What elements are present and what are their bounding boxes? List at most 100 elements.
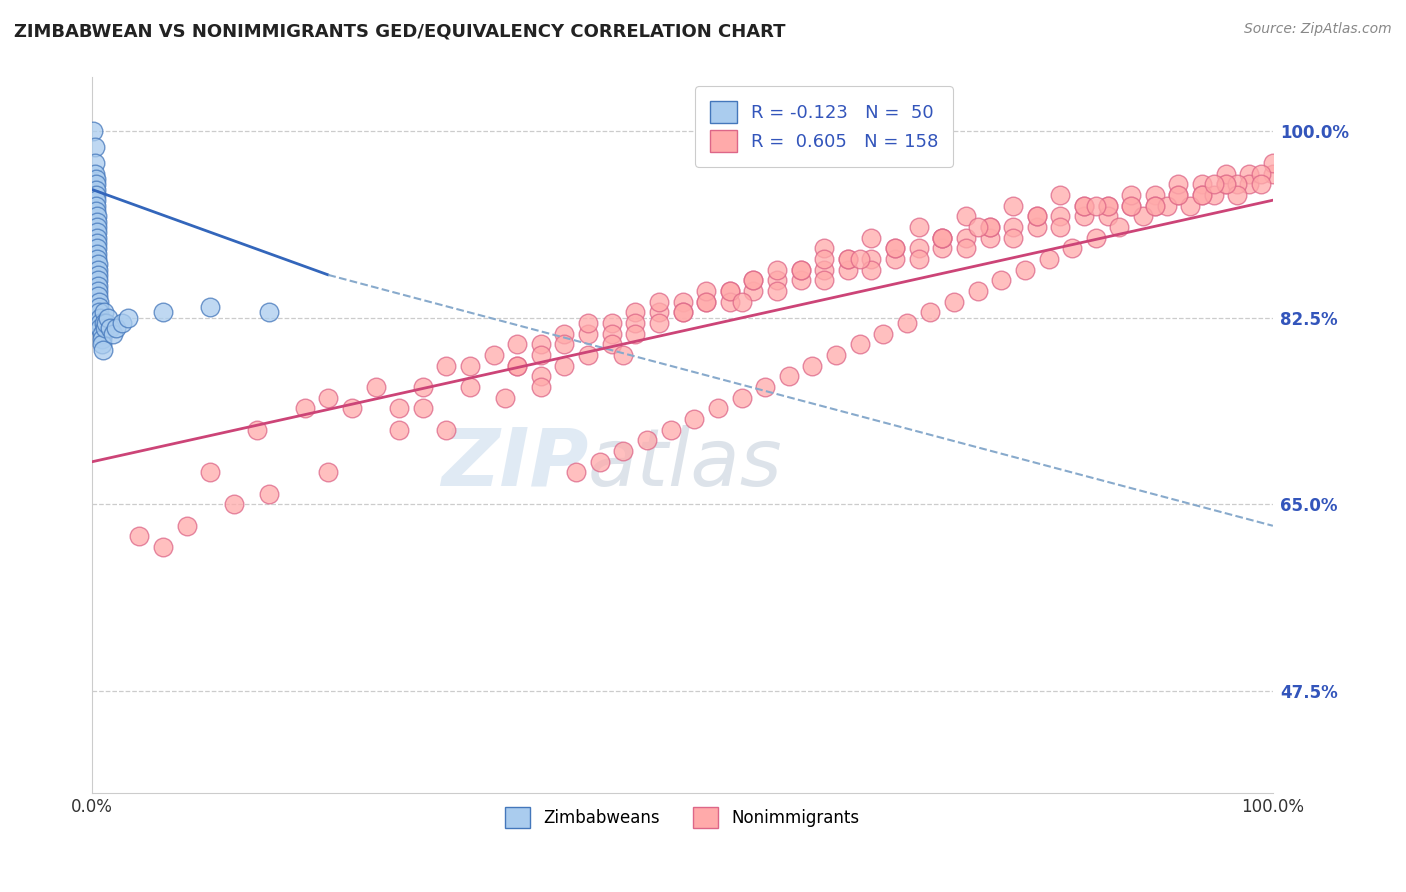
- Point: [789, 273, 811, 287]
- Point: [1239, 167, 1261, 181]
- Point: [730, 391, 752, 405]
- Point: [388, 423, 411, 437]
- Point: [955, 230, 977, 244]
- Point: [84, 187, 107, 202]
- Point: [494, 391, 516, 405]
- Point: [458, 359, 481, 373]
- Point: [364, 380, 387, 394]
- Point: [896, 316, 918, 330]
- Point: [1108, 219, 1130, 234]
- Point: [624, 305, 647, 319]
- Point: [1215, 167, 1237, 181]
- Point: [979, 219, 1001, 234]
- Point: [1025, 219, 1047, 234]
- Point: [506, 359, 529, 373]
- Point: [718, 284, 741, 298]
- Point: [1073, 198, 1095, 212]
- Point: [612, 444, 634, 458]
- Point: [931, 230, 953, 244]
- Point: [813, 273, 835, 287]
- Point: [412, 401, 434, 416]
- Point: [1226, 177, 1249, 191]
- Point: [742, 273, 765, 287]
- Point: [259, 305, 281, 319]
- Point: [83, 167, 105, 181]
- Point: [1239, 177, 1261, 191]
- Text: Source: ZipAtlas.com: Source: ZipAtlas.com: [1244, 22, 1392, 37]
- Point: [624, 316, 647, 330]
- Point: [576, 326, 599, 341]
- Point: [943, 294, 966, 309]
- Point: [1250, 167, 1272, 181]
- Point: [1014, 262, 1036, 277]
- Point: [1049, 187, 1071, 202]
- Point: [222, 498, 245, 512]
- Legend: Zimbabweans, Nonimmigrants: Zimbabweans, Nonimmigrants: [499, 801, 866, 834]
- Point: [530, 337, 553, 351]
- Point: [860, 252, 883, 266]
- Point: [730, 294, 752, 309]
- Point: [434, 359, 457, 373]
- Point: [860, 230, 883, 244]
- Point: [84, 198, 107, 212]
- Point: [1132, 209, 1154, 223]
- Point: [990, 273, 1012, 287]
- Point: [1202, 177, 1225, 191]
- Point: [93, 305, 115, 319]
- Point: [979, 219, 1001, 234]
- Point: [600, 337, 623, 351]
- Point: [89, 321, 111, 335]
- Point: [1073, 209, 1095, 223]
- Point: [1167, 177, 1189, 191]
- Point: [695, 284, 717, 298]
- Point: [1143, 187, 1166, 202]
- Point: [93, 316, 115, 330]
- Point: [176, 518, 198, 533]
- Point: [576, 348, 599, 362]
- Point: [412, 380, 434, 394]
- Point: [388, 401, 411, 416]
- Point: [87, 273, 110, 287]
- Point: [83, 156, 105, 170]
- Point: [907, 252, 929, 266]
- Point: [318, 466, 340, 480]
- Point: [98, 321, 121, 335]
- Point: [506, 337, 529, 351]
- Point: [1002, 230, 1025, 244]
- Point: [600, 326, 623, 341]
- Point: [766, 262, 789, 277]
- Point: [801, 359, 824, 373]
- Point: [259, 487, 281, 501]
- Point: [955, 209, 977, 223]
- Point: [1191, 187, 1213, 202]
- Point: [1025, 209, 1047, 223]
- Point: [789, 262, 811, 277]
- Point: [789, 262, 811, 277]
- Point: [659, 423, 682, 437]
- Point: [89, 305, 111, 319]
- Point: [1191, 187, 1213, 202]
- Point: [907, 241, 929, 255]
- Text: ZIP: ZIP: [440, 425, 588, 503]
- Point: [89, 316, 111, 330]
- Point: [111, 316, 134, 330]
- Point: [742, 284, 765, 298]
- Point: [766, 284, 789, 298]
- Point: [84, 172, 107, 186]
- Point: [86, 209, 108, 223]
- Point: [553, 337, 575, 351]
- Point: [87, 289, 110, 303]
- Point: [1121, 198, 1143, 212]
- Point: [1191, 177, 1213, 191]
- Point: [648, 316, 671, 330]
- Point: [246, 423, 269, 437]
- Point: [1073, 198, 1095, 212]
- Point: [648, 294, 671, 309]
- Point: [340, 401, 363, 416]
- Point: [825, 348, 848, 362]
- Point: [87, 262, 110, 277]
- Point: [96, 316, 118, 330]
- Point: [671, 294, 693, 309]
- Point: [813, 252, 835, 266]
- Point: [1202, 187, 1225, 202]
